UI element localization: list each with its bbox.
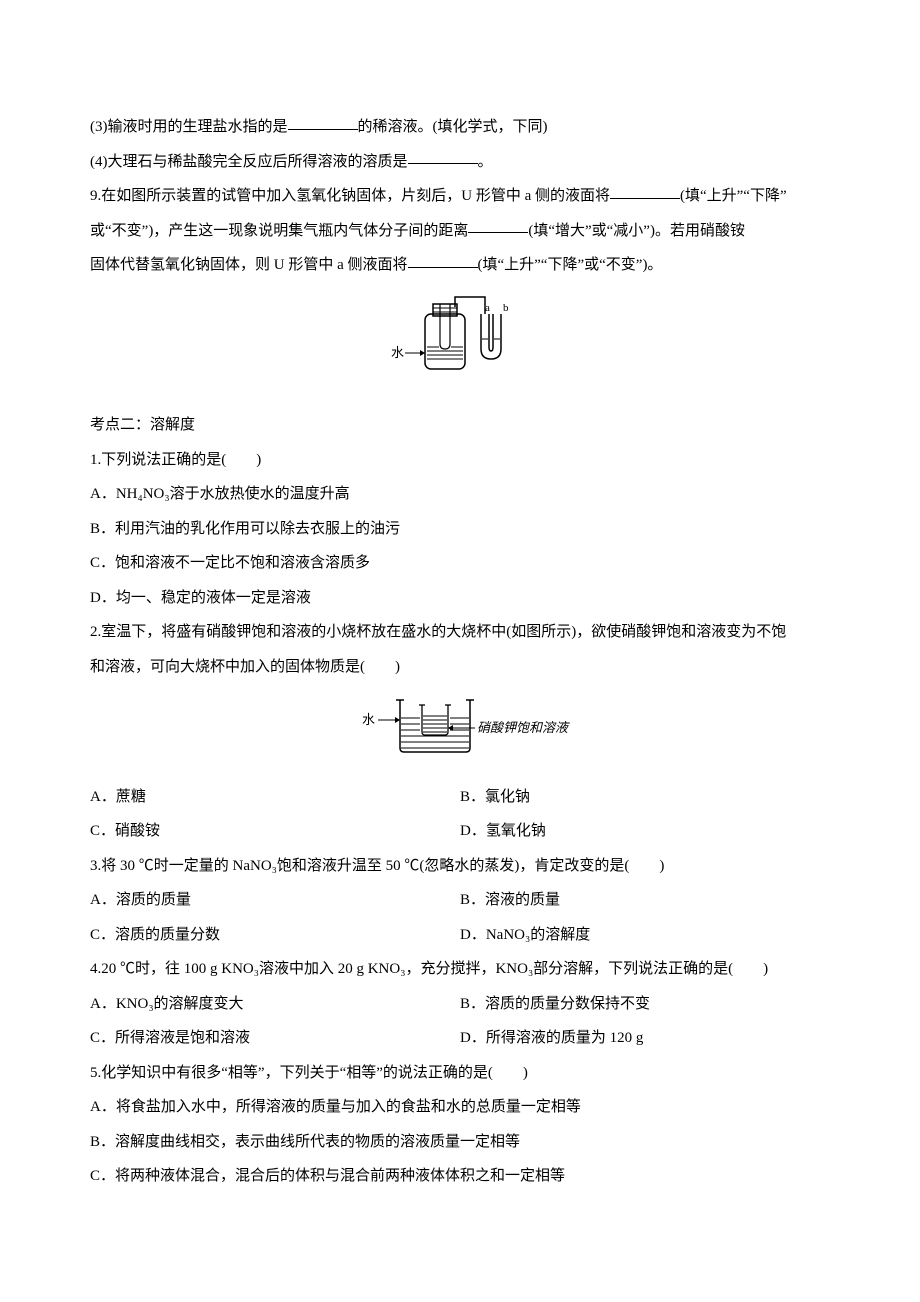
s2q2-options: A．蔗糖 B．氯化钠 C．硝酸铵 D．氢氧化钠 [90, 780, 830, 849]
apparatus-svg: a b 水 [385, 289, 535, 389]
figure-beakers: 水 硝酸钾饱和溶液 [90, 690, 830, 774]
q9-e: 固体代替氢氧化钠固体，则 U 形管中 a 侧液面将 [90, 257, 408, 273]
q9-line1: 9.在如图所示装置的试管中加入氢氧化钠固体，片刻后，U 形管中 a 侧的液面将 (… [90, 179, 830, 214]
s2q3-options: A．溶质的质量 B．溶液的质量 C．溶质的质量分数 D．NaNO₃的溶解度 [90, 883, 830, 952]
s2q5-B: B．溶解度曲线相交，表示曲线所代表的物质的溶液质量一定相等 [90, 1125, 830, 1160]
fig2-solution-label: 硝酸钾饱和溶液 [477, 720, 570, 735]
q3-line: (3)输液时用的生理盐水指的是 的稀溶液。(填化学式，下同) [90, 110, 830, 145]
s2q4-options: A．KNO₃的溶解度变大 B．溶质的质量分数保持不变 C．所得溶液是饱和溶液 D… [90, 987, 830, 1056]
page: (3)输液时用的生理盐水指的是 的稀溶液。(填化学式，下同) (4)大理石与稀盐酸… [0, 0, 920, 1254]
q4-tail: 。 [478, 154, 493, 170]
q9-blank3 [408, 252, 478, 268]
fig1-label-b: b [503, 302, 509, 314]
s2q1-stem: 1.下列说法正确的是( ) [90, 443, 830, 478]
q9-line3: 固体代替氢氧化钠固体，则 U 形管中 a 侧液面将 (填“上升”“下降”或“不变”… [90, 248, 830, 283]
s2q2-D: D．氢氧化钠 [460, 814, 830, 849]
q9-line2: 或“不变”)，产生这一现象说明集气瓶内气体分子间的距离 (填“增大”或“减小”)。… [90, 214, 830, 249]
fig1-water-label: 水 [391, 345, 404, 360]
s2q5-A: A．将食盐加入水中，所得溶液的质量与加入的食盐和水的总质量一定相等 [90, 1090, 830, 1125]
fig1-label-a: a [485, 302, 490, 314]
s2q4-C: C．所得溶液是饱和溶液 [90, 1021, 460, 1056]
s2q1-B: B．利用汽油的乳化作用可以除去衣服上的油污 [90, 512, 830, 547]
s2q3-B: B．溶液的质量 [460, 883, 830, 918]
s2q5-C: C．将两种液体混合，混合后的体积与混合前两种液体体积之和一定相等 [90, 1159, 830, 1194]
fig2-water-label: 水 [362, 712, 375, 727]
s2q4-D: D．所得溶液的质量为 120 g [460, 1021, 830, 1056]
q9-f: (填“上升”“下降”或“不变”)。 [478, 257, 663, 273]
q9-blank1 [610, 183, 680, 199]
s2q4-A: A．KNO₃的溶解度变大 [90, 987, 460, 1022]
s2q3-stem: 3.将 30 ℃时一定量的 NaNO₃饱和溶液升温至 50 ℃(忽略水的蒸发)，… [90, 849, 830, 884]
s2q4-stem: 4.20 ℃时，往 100 g KNO₃溶液中加入 20 g KNO₃，充分搅拌… [90, 952, 830, 987]
s2q1-D: D．均一、稳定的液体一定是溶液 [90, 581, 830, 616]
s2q2-stem-a: 2.室温下，将盛有硝酸钾饱和溶液的小烧杯放在盛水的大烧杯中(如图所示)，欲使硝酸… [90, 615, 830, 650]
q9-b: (填“上升”“下降” [680, 188, 787, 204]
s2q2-C: C．硝酸铵 [90, 814, 460, 849]
s2q1-C: C．饱和溶液不一定比不饱和溶液含溶质多 [90, 546, 830, 581]
beakers-svg: 水 硝酸钾饱和溶液 [340, 690, 580, 760]
s2q5-stem: 5.化学知识中有很多“相等”，下列关于“相等”的说法正确的是( ) [90, 1056, 830, 1091]
q3-text: (3)输液时用的生理盐水指的是 [90, 119, 288, 135]
q4-blank [408, 148, 478, 164]
section2-heading: 考点二：溶解度 [90, 408, 830, 443]
q3-blank [288, 114, 358, 130]
figure-apparatus: a b 水 [90, 289, 830, 403]
s2q3-C: C．溶质的质量分数 [90, 918, 460, 953]
q9-a: 9.在如图所示装置的试管中加入氢氧化钠固体，片刻后，U 形管中 a 侧的液面将 [90, 188, 610, 204]
s2q4-B: B．溶质的质量分数保持不变 [460, 987, 830, 1022]
q3-tail: 的稀溶液。(填化学式，下同) [358, 119, 548, 135]
s2q1-A: A．NH₄NO₃溶于水放热使水的温度升高 [90, 477, 830, 512]
q9-d: (填“增大”或“减小”)。若用硝酸铵 [528, 223, 745, 239]
q9-c: 或“不变”)，产生这一现象说明集气瓶内气体分子间的距离 [90, 223, 468, 239]
s2q2-A: A．蔗糖 [90, 780, 460, 815]
s2q2-B: B．氯化钠 [460, 780, 830, 815]
s2q3-A: A．溶质的质量 [90, 883, 460, 918]
q9-blank2 [468, 217, 528, 233]
s2q3-D: D．NaNO₃的溶解度 [460, 918, 830, 953]
s2q2-stem-b: 和溶液，可向大烧杯中加入的固体物质是( ) [90, 650, 830, 685]
q4-text: (4)大理石与稀盐酸完全反应后所得溶液的溶质是 [90, 154, 408, 170]
q4-line: (4)大理石与稀盐酸完全反应后所得溶液的溶质是 。 [90, 145, 830, 180]
